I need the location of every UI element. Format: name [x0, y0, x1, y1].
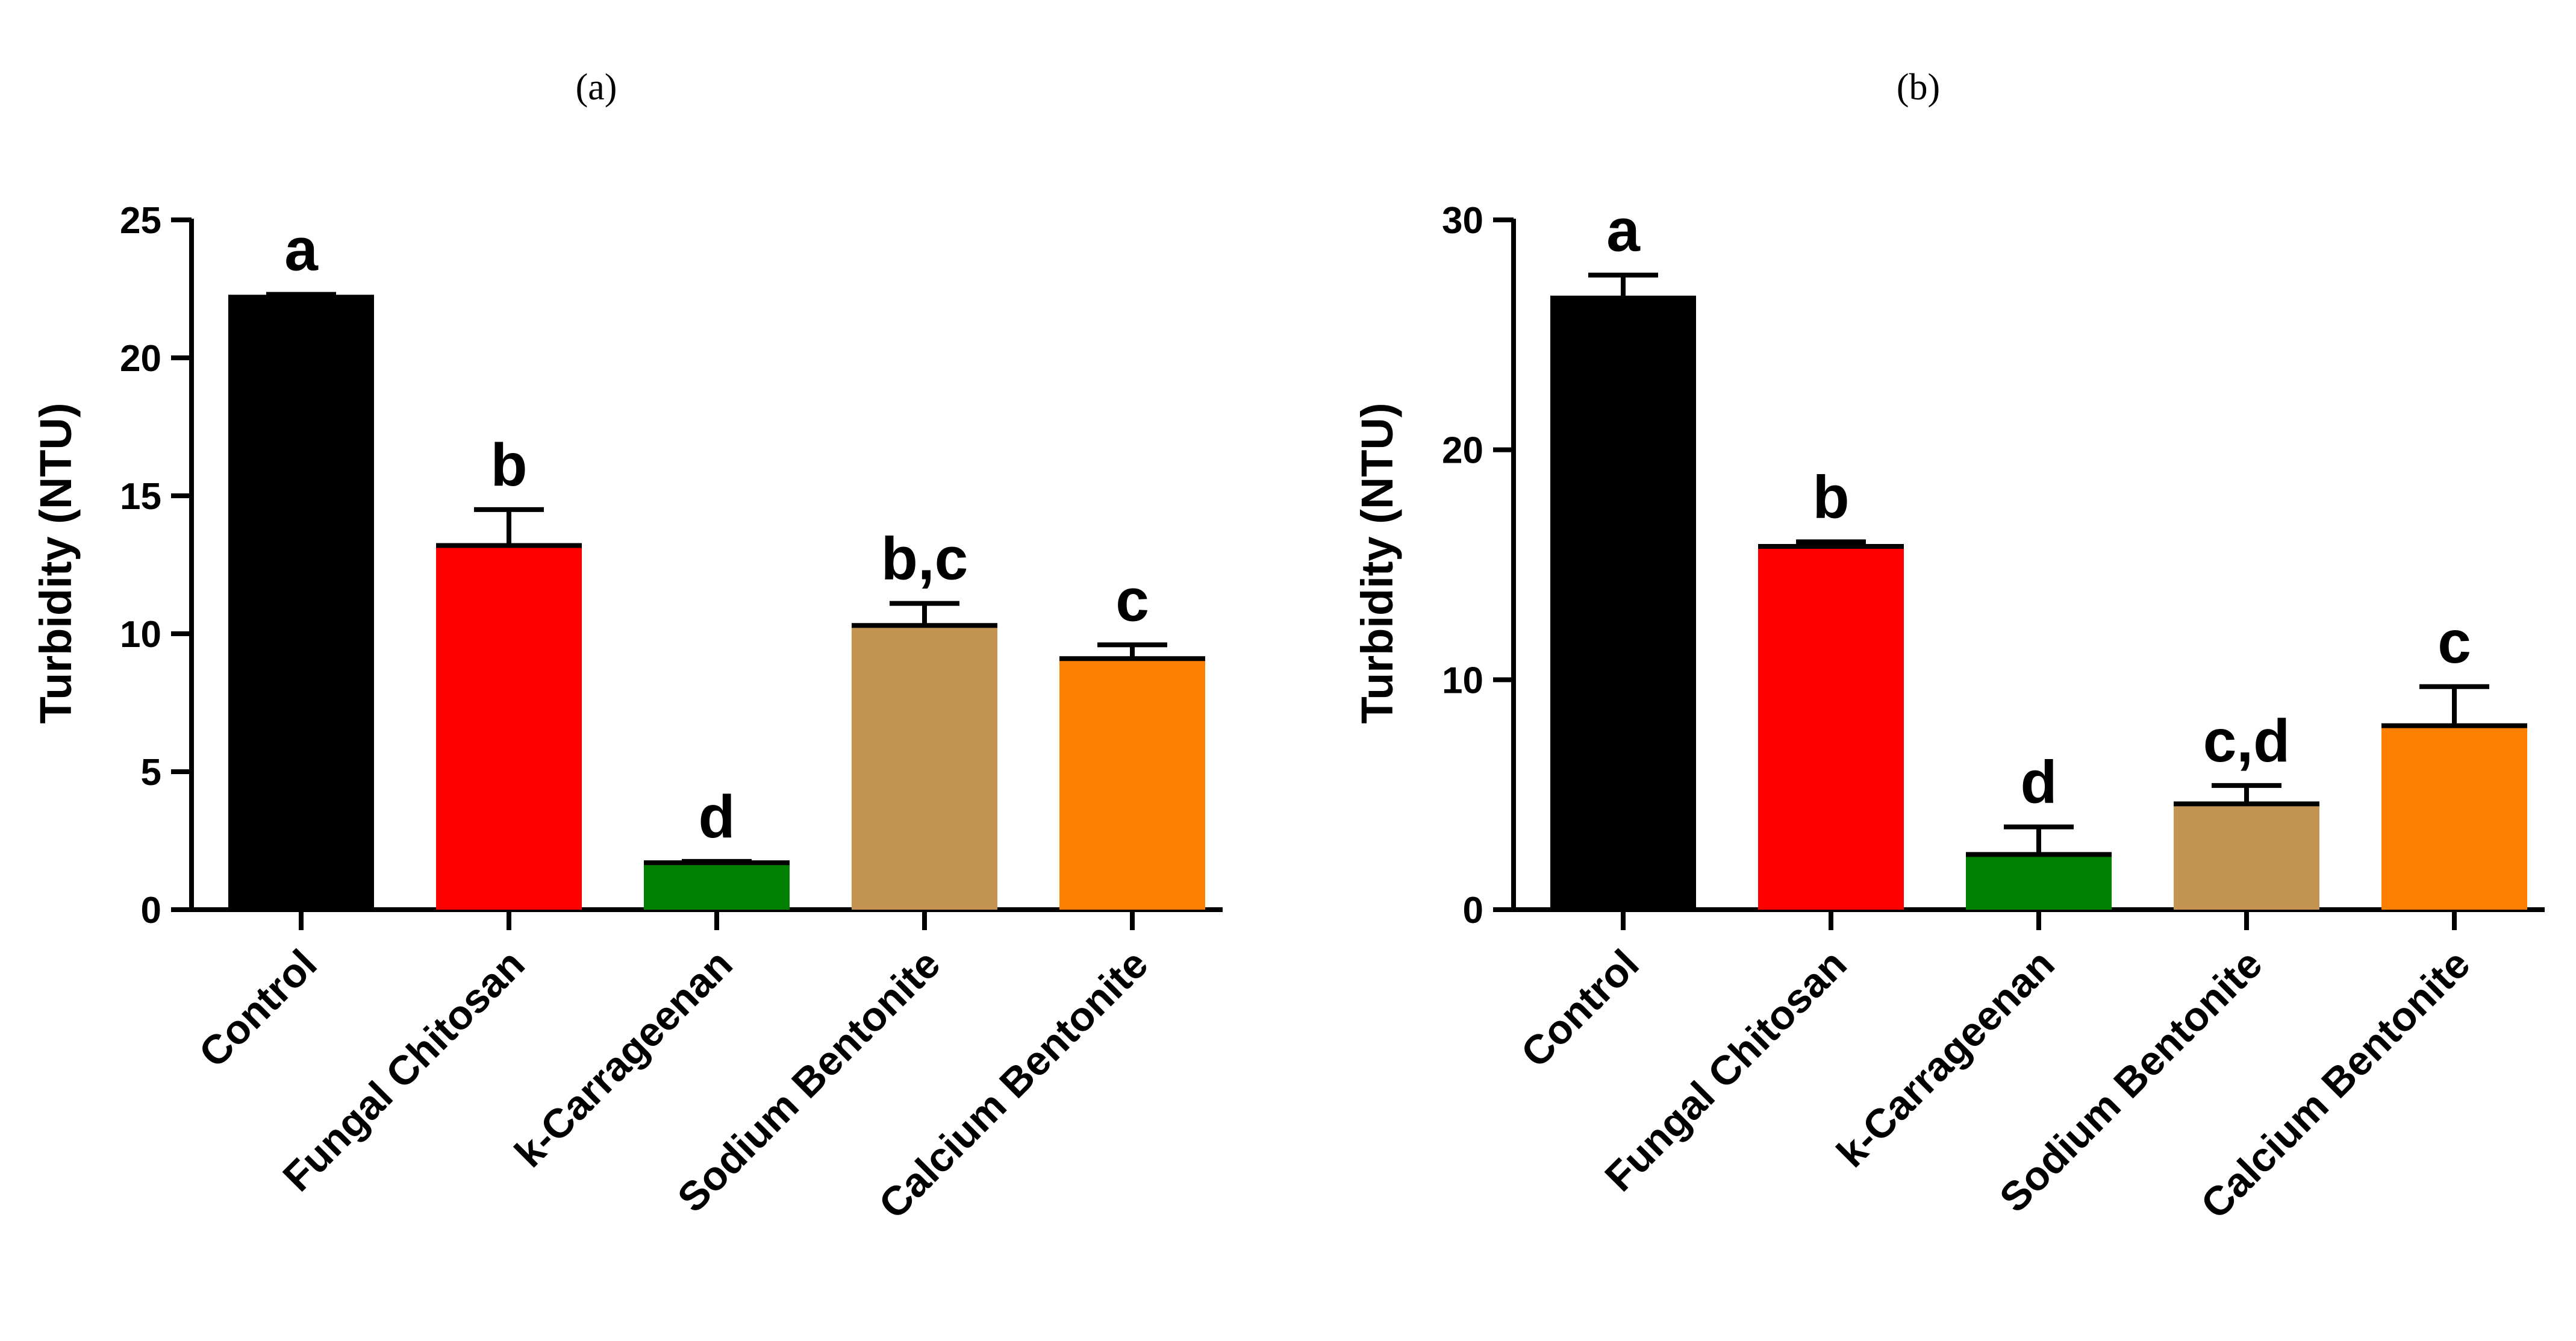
bar-control — [228, 297, 374, 910]
significance-label: c — [2437, 608, 2471, 676]
y-tick-label: 0 — [141, 890, 161, 931]
bar-k-carrageenan — [644, 863, 790, 910]
category-label: Control — [1512, 941, 1648, 1077]
category-label: k-Carrageenan — [506, 941, 741, 1176]
y-axis-title: Turbidity (NTU) — [31, 403, 81, 724]
y-tick-label: 5 — [141, 752, 161, 793]
significance-label: c,d — [2203, 707, 2290, 775]
significance-label: b — [490, 431, 527, 499]
y-tick-label: 0 — [1463, 890, 1483, 931]
panel-label: (b) — [1897, 67, 1940, 108]
y-tick-label: 10 — [1442, 660, 1483, 701]
significance-label: a — [1606, 197, 1641, 264]
bar-sodium-bentonite — [2174, 804, 2319, 910]
significance-label: b — [1812, 463, 1849, 531]
bar-k-carrageenan — [1966, 854, 2112, 910]
y-tick-label: 30 — [1442, 200, 1483, 242]
bar-fungal-chitosan — [1758, 546, 1904, 910]
y-tick-label: 20 — [120, 338, 161, 380]
bar-fungal-chitosan — [436, 545, 582, 910]
y-tick-label: 25 — [120, 200, 161, 242]
bar-calcium-bentonite — [2381, 725, 2527, 910]
significance-label: d — [2020, 749, 2057, 816]
y-tick-label: 20 — [1442, 430, 1483, 472]
y-tick-label: 15 — [120, 476, 161, 517]
y-axis-title: Turbidity (NTU) — [1352, 403, 1402, 724]
bar-control — [1550, 298, 1696, 910]
significance-label: c — [1115, 566, 1149, 634]
significance-label: a — [284, 216, 319, 284]
significance-label: b,c — [881, 525, 968, 593]
bar-calcium-bentonite — [1059, 658, 1205, 910]
y-tick-label: 10 — [120, 614, 161, 655]
category-label: k-Carrageenan — [1828, 941, 2063, 1176]
panel-label: (a) — [576, 67, 617, 108]
bar-sodium-bentonite — [852, 625, 997, 910]
category-label: Control — [190, 941, 326, 1077]
significance-label: d — [698, 783, 735, 851]
